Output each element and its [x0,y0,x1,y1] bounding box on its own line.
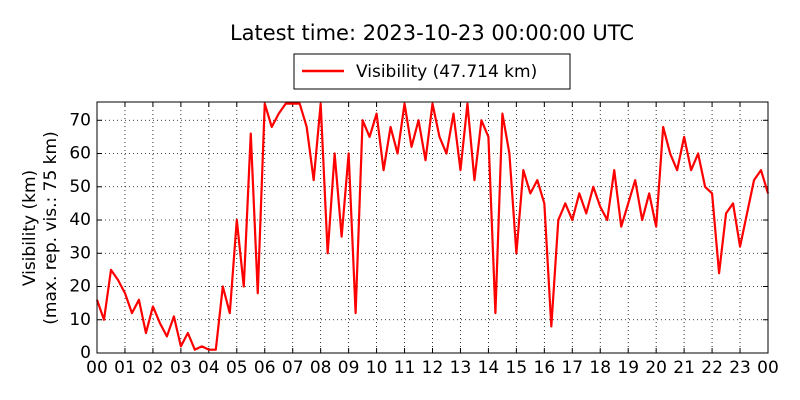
x-tick-label: 18 [589,358,611,378]
x-tick-label: 04 [198,358,220,378]
x-tick-label: 06 [254,358,276,378]
y-tick-label: 50 [69,177,91,197]
x-tick-label: 19 [617,358,639,378]
x-tick-label: 17 [561,358,583,378]
x-tick-label: 23 [729,358,751,378]
y-tick-label: 20 [69,277,91,297]
x-tick-label: 12 [422,358,444,378]
x-tick-label: 13 [450,358,472,378]
y-tick-label: 0 [80,343,91,363]
x-tick-label: 22 [701,358,723,378]
x-tick-label: 00 [86,358,108,378]
x-tick-label: 15 [506,358,528,378]
x-tick-label: 07 [282,358,304,378]
x-tick-label: 21 [673,358,695,378]
data-line [95,102,770,351]
legend-label: Visibility (47.714 km) [356,62,537,82]
x-tick-label: 10 [366,358,388,378]
x-tick-label: 02 [142,358,164,378]
x-tick-label: 09 [338,358,360,378]
y-tick-label: 70 [69,110,91,130]
x-tick-label: 11 [394,358,416,378]
y-tick-label: 10 [69,310,91,330]
y-tick-label: 40 [69,210,91,230]
x-tick-label: 20 [645,358,667,378]
x-tick-label: 05 [226,358,248,378]
y-tick-label: 60 [69,144,91,164]
x-tick-label: 03 [170,358,192,378]
x-tick-label: 08 [310,358,332,378]
plot-frame [96,101,769,354]
x-tick-label: 01 [114,358,136,378]
x-tick-label: 16 [534,358,556,378]
x-tick-label: 14 [478,358,500,378]
y-axis-label: (max. rep. vis.: 75 km) [41,131,61,324]
chart-title: Latest time: 2023-10-23 00:00:00 UTC [230,21,634,45]
y-axis-label: Visibility (km) [20,170,40,286]
y-tick-label: 30 [69,243,91,263]
x-tick-label: 00 [757,358,779,378]
